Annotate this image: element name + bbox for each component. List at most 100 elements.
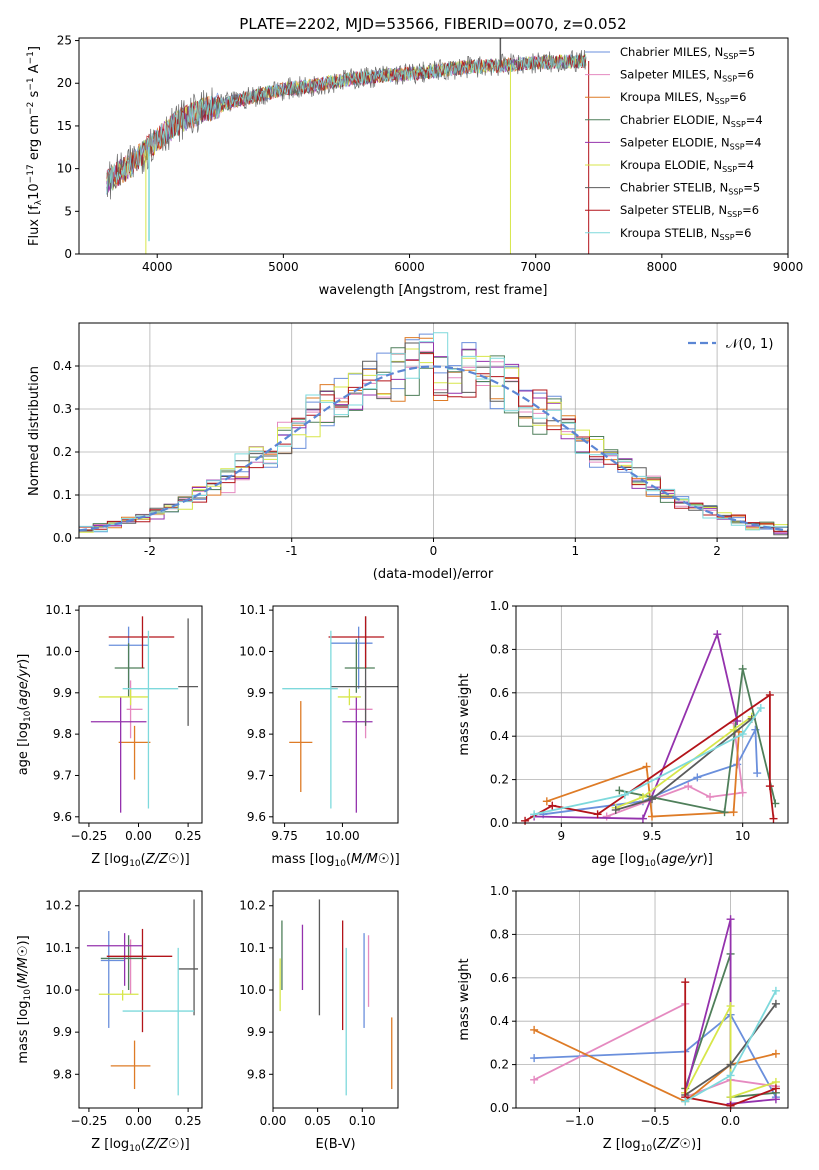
grid-lines bbox=[516, 890, 788, 1109]
chabrier_elodie-weight-marker bbox=[615, 786, 624, 795]
x-tick-label: 6000 bbox=[394, 260, 425, 274]
kroupa_elodie-weight-marker bbox=[638, 792, 647, 801]
kroupa_stelib-weight-marker bbox=[726, 1071, 735, 1080]
chabrier_stelib-weight-marker bbox=[611, 805, 620, 814]
chabrier_miles-point bbox=[330, 626, 373, 689]
y-tick-label: 9.9 bbox=[247, 1025, 266, 1039]
kroupa_stelib-point bbox=[122, 947, 195, 1096]
legend-entry: Salpeter MILES, NSSP=6 bbox=[620, 68, 754, 84]
chabrier_stelib-weight-marker bbox=[726, 1060, 735, 1069]
label-math: Z/Z☉ bbox=[145, 1137, 180, 1152]
axes-frame bbox=[272, 890, 399, 1109]
y-tick-label: 0.2 bbox=[53, 445, 72, 459]
y-tick-label: 9.8 bbox=[247, 1067, 266, 1081]
legend-subscript: SSP bbox=[730, 142, 745, 151]
x-axis-label: E(B-V) bbox=[315, 1137, 355, 1152]
error-bars bbox=[279, 899, 393, 1096]
x-tick-label: 0.00 bbox=[125, 829, 152, 843]
kroupa_stelib-point bbox=[282, 630, 338, 809]
kroupa_elodie-point bbox=[337, 688, 361, 706]
legend-entry: Kroupa STELIB, NSSP=6 bbox=[620, 226, 751, 242]
x-tick-label: -2 bbox=[144, 544, 156, 558]
label-math: M/M☉ bbox=[351, 852, 389, 867]
label-part: ( bbox=[16, 706, 31, 711]
y-tick-label: 0.8 bbox=[490, 642, 509, 656]
chabrier_elodie-point bbox=[344, 639, 375, 693]
y-tick-label: 25 bbox=[57, 34, 72, 48]
label-part: Z [log bbox=[603, 1137, 641, 1152]
chabrier_stelib-weight-marker bbox=[648, 795, 656, 804]
y-tick-label: 0.3 bbox=[53, 402, 72, 416]
salpeter_stelib-weight-marker bbox=[681, 978, 690, 987]
label-math: Z/Z☉ bbox=[145, 852, 180, 867]
y-tick-label: 20 bbox=[57, 76, 72, 90]
x-tick-label: −0.5 bbox=[640, 1114, 669, 1128]
salpeter_stelib-weight-marker bbox=[548, 801, 557, 810]
kroupa_stelib-spectrum-line bbox=[106, 54, 587, 194]
kroupa_elodie-weight-marker bbox=[726, 1093, 735, 1102]
axes-frame bbox=[78, 37, 789, 255]
y-tick-label: 0.8 bbox=[490, 927, 509, 941]
label-part: age [log bbox=[16, 722, 31, 775]
x-axis-label: age [log10(age/yr)] bbox=[591, 852, 713, 869]
legend-entry: Chabrier MILES, NSSP=5 bbox=[620, 45, 755, 61]
legend-text: =4 bbox=[745, 135, 762, 149]
axes-frame bbox=[78, 890, 203, 1109]
kroupa_stelib-weight-marker bbox=[756, 703, 765, 712]
y-tick-label: 1.0 bbox=[490, 884, 509, 898]
kroupa_stelib-weight-marker bbox=[530, 810, 539, 819]
legend-text: Chabrier STELIB, N bbox=[620, 181, 728, 195]
chabrier_stelib-weight-marker bbox=[771, 999, 780, 1008]
legend-subscript: SSP bbox=[731, 120, 746, 129]
y-tick-label: 9.9 bbox=[53, 1025, 72, 1039]
y-tick-label: 9.8 bbox=[53, 727, 72, 741]
salpeter_miles-weight-marker bbox=[530, 1075, 539, 1084]
legend-entry: Salpeter STELIB, NSSP=6 bbox=[620, 203, 759, 219]
y-tick-label: 10 bbox=[57, 162, 72, 176]
kroupa_stelib-weight-marker bbox=[738, 730, 747, 739]
y-tick-label: 9.6 bbox=[247, 810, 266, 824]
legend-subscript: SSP bbox=[728, 188, 743, 197]
kroupa_miles-weight-marker bbox=[771, 1049, 780, 1058]
salpeter_stelib-weight-marker bbox=[765, 690, 774, 699]
legend-subscript: SSP bbox=[720, 233, 735, 242]
label-part: )] bbox=[691, 1137, 701, 1152]
kroupa_miles-weight-marker bbox=[648, 812, 656, 821]
y-tick-label: 1.0 bbox=[490, 599, 509, 613]
salpeter_elodie-point bbox=[342, 696, 373, 813]
kroupa_elodie-point bbox=[98, 990, 139, 1001]
y-axis-label: age [log10(age/yr)] bbox=[16, 654, 33, 776]
residual-histogram-panel: -2 -1 0 1 2 0.0 0.1 0.2 0.3 0.4 𝒩(0, 1) (data-model… bbox=[27, 322, 789, 582]
salpeter_miles-weight-marker bbox=[738, 788, 747, 797]
error-bars bbox=[90, 616, 199, 813]
label-math: age/yr bbox=[16, 662, 31, 705]
y-tick-label: 0.6 bbox=[490, 686, 509, 700]
label-part: )] bbox=[16, 654, 31, 664]
y-tick-label: 10.0 bbox=[239, 644, 266, 658]
label-subscript: 10 bbox=[129, 859, 141, 869]
label-part: ( bbox=[141, 852, 146, 867]
kroupa_miles-weight-marker bbox=[530, 1025, 539, 1034]
chabrier_stelib-point bbox=[178, 618, 199, 726]
label-subscript: 10 bbox=[641, 1144, 653, 1154]
legend-text: =6 bbox=[730, 90, 747, 104]
error-bars bbox=[86, 899, 199, 1096]
kroupa_elodie-weight-marker bbox=[726, 1002, 735, 1011]
y-tick-label: 0.6 bbox=[490, 971, 509, 985]
x-tick-label: -1 bbox=[286, 544, 298, 558]
label-part: ( bbox=[346, 852, 351, 867]
salpeter_elodie-weight-line bbox=[534, 631, 739, 820]
y-axis-label: mass [log10(M/M☉)] bbox=[16, 935, 33, 1063]
legend-text: Salpeter MILES, N bbox=[620, 68, 722, 82]
spectrum-lines bbox=[106, 38, 590, 254]
x-tick-label: 0.05 bbox=[304, 1114, 331, 1128]
weight-series bbox=[521, 630, 780, 825]
x-tick-label: 4000 bbox=[142, 260, 173, 274]
y-tick-label: 0.4 bbox=[490, 729, 509, 743]
kroupa_stelib-weight-marker bbox=[681, 1097, 690, 1106]
legend-text: =6 bbox=[735, 226, 752, 240]
legend-text: Kroupa MILES, N bbox=[620, 90, 715, 104]
label-subscript: 10 bbox=[23, 989, 33, 1001]
